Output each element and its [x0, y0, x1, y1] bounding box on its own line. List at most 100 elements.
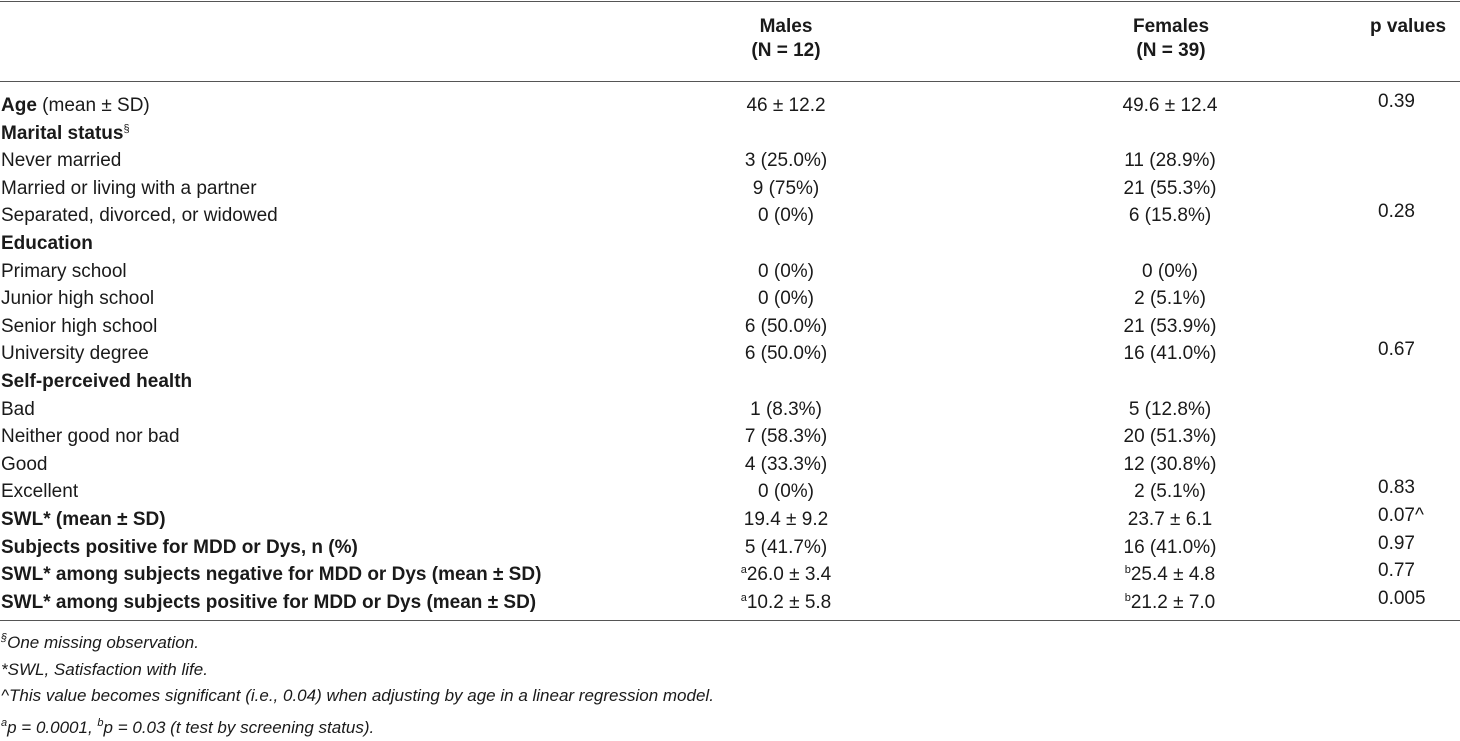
- table-row: Married or living with a partner 9 (75%) 2…: [0, 171, 1460, 199]
- cell-p-value: 0.77: [1378, 560, 1415, 582]
- table-row: Bad 1 (8.3%) 5 (12.8%): [0, 392, 1460, 420]
- cell-p-value: 0.83: [1378, 477, 1415, 499]
- cell-males-value: 3 (25.0%): [744, 150, 828, 172]
- table-row: Excellent 0 (0%) 2 (5.1%) 0.83: [0, 474, 1460, 502]
- cell-females-value: 21 (55.3%): [1123, 177, 1217, 199]
- row-label: Age (mean ± SD): [1, 88, 150, 120]
- cell-females: b21.2 ± 7.0: [1060, 585, 1280, 617]
- cell-males-value: 0 (0%): [758, 481, 814, 503]
- cell-females-value: 16 (41.0%): [1123, 343, 1217, 365]
- row-label-bold: Age: [1, 95, 37, 116]
- table-footnotes: §One missing observation. *SWL, Satisfac…: [1, 625, 714, 741]
- cell-males: 0 (0%): [676, 254, 896, 286]
- cell-females: 11 (28.9%): [1060, 143, 1280, 175]
- cell-females: 16 (41.0%): [1060, 336, 1280, 368]
- row-label-text: Never married: [1, 150, 122, 172]
- table-row: Marital status§: [0, 116, 1460, 144]
- cell-females: b25.4 ± 4.8: [1060, 557, 1280, 589]
- cell-females-sup: b: [1124, 564, 1131, 577]
- cell-males-value: 19.4 ± 9.2: [743, 508, 829, 530]
- row-label-text: Married or living with a partner: [1, 177, 257, 199]
- cell-females-value: 23.7 ± 6.1: [1127, 508, 1213, 530]
- row-label: SWL* among subjects negative for MDD or …: [1, 557, 541, 589]
- table-row: SWL* among subjects negative for MDD or …: [0, 557, 1460, 585]
- footnote-sup: b: [97, 716, 104, 729]
- cell-males-value: 0 (0%): [758, 288, 814, 310]
- table-row: Junior high school 0 (0%) 2 (5.1%): [0, 281, 1460, 309]
- cell-females: 16 (41.0%): [1060, 530, 1280, 562]
- row-label: Primary school: [1, 254, 127, 286]
- header-females-n: (N = 39): [1136, 40, 1206, 61]
- cell-males: 6 (50.0%): [676, 336, 896, 368]
- row-label-bold: Marital status: [1, 122, 124, 144]
- cell-males: 0 (0%): [676, 281, 896, 313]
- cell-females-value: 20 (51.3%): [1123, 426, 1217, 448]
- table-body: Age (mean ± SD) 46 ± 12.2 49.6 ± 12.4 0.39 M…: [0, 88, 1460, 613]
- row-label: Bad: [1, 392, 35, 424]
- cell-males-value: 10.2 ± 5.8: [746, 591, 832, 613]
- cell-females-value: 0 (0%): [1142, 260, 1198, 282]
- row-label: Good: [1, 447, 47, 479]
- cell-males-value: 0 (0%): [758, 205, 814, 227]
- cell-males-value: 9 (75%): [752, 177, 820, 199]
- table-row: SWL* (mean ± SD) 19.4 ± 9.2 23.7 ± 6.1 0.07…: [0, 502, 1460, 530]
- row-label-text: Good: [1, 453, 48, 475]
- table-top-rule: [0, 1, 1460, 2]
- cell-p-value: 0.39: [1378, 91, 1415, 112]
- header-females: Females (N = 39): [1085, 15, 1257, 63]
- row-label-text: Neither good nor bad: [1, 426, 180, 448]
- cell-males-value: 6 (50.0%): [744, 315, 828, 337]
- footnote-text: One missing observation.: [7, 633, 199, 652]
- cell-males-value: 26.0 ± 3.4: [746, 564, 832, 586]
- cell-males-sup: a: [740, 564, 747, 577]
- cell-males-value: 0 (0%): [758, 260, 814, 282]
- footnote-text: p = 0.03 (t test by screening status).: [103, 717, 375, 737]
- row-label-text: (mean ± SD): [36, 95, 150, 116]
- cell-p-value: 0.005: [1378, 587, 1426, 609]
- cell-females: 0 (0%): [1060, 254, 1280, 286]
- table-row: SWL* among subjects positive for MDD or …: [0, 585, 1460, 613]
- cell-females-value: 25.4 ± 4.8: [1130, 564, 1216, 586]
- cell-females: 21 (55.3%): [1060, 171, 1280, 203]
- cell-females: 5 (12.8%): [1060, 392, 1280, 424]
- row-label: University degree: [1, 336, 149, 368]
- cell-males: 0 (0%): [676, 198, 896, 230]
- cell-females-value: 5 (12.8%): [1128, 398, 1212, 420]
- row-label: Never married: [1, 143, 121, 175]
- table-row: Age (mean ± SD) 46 ± 12.2 49.6 ± 12.4 0.39: [0, 88, 1460, 116]
- row-label: Neither good nor bad: [1, 419, 180, 451]
- table-row: Self-perceived health: [0, 364, 1460, 392]
- footnote-swl: *SWL, Satisfaction with life.: [1, 657, 714, 684]
- cell-males: 19.4 ± 9.2: [676, 502, 896, 534]
- cell-females-value: 2 (5.1%): [1134, 288, 1206, 310]
- row-label-bold: Self-perceived health: [1, 370, 193, 392]
- cell-females-value: 6 (15.8%): [1128, 205, 1212, 227]
- row-label: Education: [1, 226, 93, 258]
- table-row: Never married 3 (25.0%) 11 (28.9%): [0, 143, 1460, 171]
- footnote-text: p = 0.0001,: [7, 717, 98, 737]
- row-label-bold: SWL* (mean ± SD): [1, 508, 166, 530]
- cell-p-value: 0.67: [1378, 339, 1415, 361]
- row-label-sup: §: [123, 122, 130, 135]
- row-label-text: Junior high school: [1, 288, 155, 310]
- cell-males: 3 (25.0%): [676, 143, 896, 175]
- row-label: Married or living with a partner: [1, 171, 257, 203]
- header-males: Males (N = 12): [700, 15, 872, 63]
- cell-p-value: 0.07^: [1378, 504, 1424, 526]
- cell-females-value: 49.6 ± 12.4: [1122, 95, 1218, 116]
- row-label-text: Bad: [1, 398, 35, 420]
- table-row: Neither good nor bad 7 (58.3%) 20 (51.3%): [0, 419, 1460, 447]
- row-label: Marital status§: [1, 116, 130, 148]
- footnote-text: *SWL, Satisfaction with life.: [1, 659, 208, 679]
- row-label: Self-perceived health: [1, 364, 192, 396]
- header-males-n: (N = 12): [751, 40, 821, 61]
- row-label-bold: SWL* among subjects positive for MDD or …: [1, 591, 537, 613]
- row-label: Separated, divorced, or widowed: [1, 198, 278, 230]
- row-label-bold: SWL* among subjects negative for MDD or …: [1, 564, 542, 586]
- footnote-sup: a: [1, 716, 8, 729]
- row-label-text: Excellent: [1, 481, 79, 503]
- cell-males: 6 (50.0%): [676, 309, 896, 341]
- cell-males-value: 7 (58.3%): [744, 426, 828, 448]
- footnote-significance: ^This value becomes significant (i.e., 0…: [1, 683, 714, 710]
- row-label: SWL* (mean ± SD): [1, 502, 166, 534]
